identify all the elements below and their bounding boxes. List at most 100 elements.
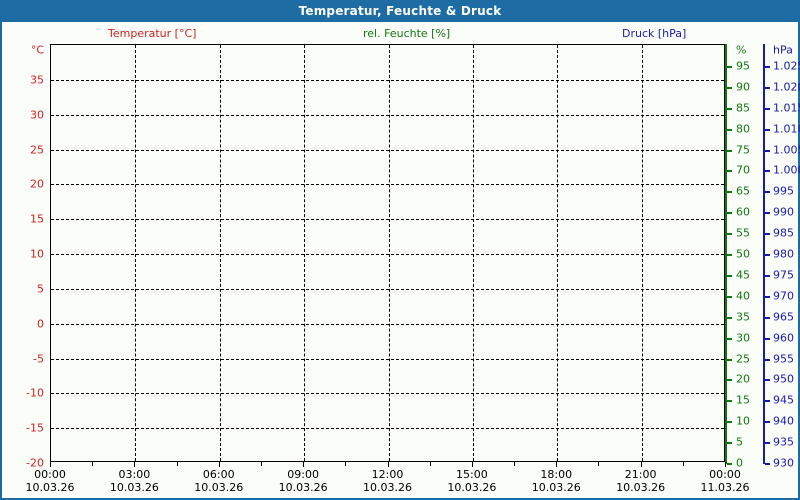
time-axis-tick-label: 18:00 10.03.26 (532, 468, 581, 494)
time-axis: 00:00 10.03.26 03:00 10.03.26 06:00 10.03.26 0… (26, 462, 749, 500)
vertical-gridline (388, 45, 390, 461)
time-axis-tick-label: 09:00 10.03.26 (279, 468, 328, 494)
time-axis-time: 00:00 (709, 468, 741, 481)
time-axis-minor-tick (682, 462, 684, 466)
horizontal-gridline (51, 79, 724, 81)
time-axis-time: 12:00 (371, 468, 404, 481)
time-axis-date: 10.03.26 (278, 481, 328, 494)
humidity-axis-tick (727, 463, 732, 465)
humidity-axis-tick (727, 379, 732, 382)
time-axis-date: 10.03.26 (616, 481, 666, 494)
legend-pressure: Druck [hPa] (622, 27, 687, 40)
humidity-axis-unit: % (736, 43, 747, 57)
time-axis-date: 10.03.26 (194, 481, 244, 494)
horizontal-gridline (51, 254, 724, 255)
humidity-axis-tick-label: 5 (736, 435, 743, 449)
humidity-axis-tick-label: 55 (736, 226, 750, 240)
pressure-axis-tick (765, 421, 770, 424)
humidity-axis-tick-label: 25 (736, 352, 750, 365)
pressure-axis-tick-label: 1.025 (773, 59, 800, 73)
vertical-gridline (472, 45, 474, 461)
temperature-axis-tick-label: 0 (37, 317, 44, 331)
temperature-axis-tick-label: 35 (30, 73, 44, 87)
pressure-axis-tick (765, 379, 770, 382)
temperature-axis-tick-label: 20 (30, 177, 44, 191)
pressure-axis-tick-label: 935 (773, 435, 794, 449)
time-axis-time: 21:00 (624, 468, 657, 481)
pressure-axis-tick-label: 965 (773, 310, 794, 324)
humidity-axis-tick-label: 65 (736, 184, 750, 198)
time-axis-tick-label: 00:00 11.03.26 (701, 468, 750, 494)
horizontal-gridline (51, 323, 724, 325)
humidity-axis-tick-label: 30 (736, 331, 750, 345)
humidity-axis-tick (727, 233, 732, 236)
humidity-axis-tick-label: 60 (736, 205, 750, 219)
pressure-axis-unit: hPa (773, 43, 793, 57)
window-title-bar: Temperatur, Feuchte & Druck (0, 0, 800, 22)
humidity-axis-tick-label: 45 (736, 268, 750, 282)
time-axis-time: 00:00 (34, 468, 66, 481)
humidity-axis-tick-label: 75 (736, 143, 750, 156)
humidity-axis-tick (727, 316, 732, 319)
horizontal-gridline (51, 219, 724, 221)
humidity-axis-tick (727, 421, 732, 424)
pressure-axis-tick-label: 945 (773, 393, 794, 407)
pressure-axis-tick-label: 930 (773, 456, 794, 470)
temperature-axis: °C 35 30 25 20 15 10 5 0 -5 -10 -15 -20 (2, 44, 50, 470)
pressure-axis-tick-label: 975 (773, 268, 794, 282)
humidity-axis-tick (727, 107, 732, 110)
pressure-axis-tick (765, 358, 770, 361)
pressure-axis: hPa 1.025 1.020 1.015 1.010 1.005 1.000 995 990 9… (763, 43, 800, 470)
pressure-axis-tick-label: 995 (773, 184, 794, 198)
time-axis-tick-label: 15:00 10.03.26 (447, 468, 496, 494)
time-axis-tick (387, 462, 389, 467)
humidity-axis-tick-label: 90 (736, 80, 750, 94)
time-axis-tick (50, 462, 51, 467)
time-axis-date: 11.03.26 (700, 481, 750, 494)
pressure-axis-tick-label: 940 (773, 414, 794, 428)
pressure-axis-tick-label: 950 (773, 372, 794, 386)
humidity-axis-tick (727, 170, 732, 173)
humidity-axis-tick (727, 442, 732, 445)
time-axis-tick-label: 03:00 10.03.26 (110, 468, 159, 494)
legend-humidity: rel. Feuchte [%] (363, 27, 451, 40)
time-axis-tick-label: 21:00 10.03.26 (616, 468, 665, 494)
vertical-gridline (219, 45, 221, 461)
temperature-axis-tick-label: 30 (30, 108, 44, 122)
temperature-axis-tick-label: -5 (33, 352, 44, 365)
time-axis-time: 06:00 (202, 468, 235, 481)
pressure-axis-tick-label: 1.005 (773, 143, 800, 156)
humidity-axis-tick (727, 128, 732, 131)
temperature-axis-tick-label: 10 (30, 247, 44, 261)
time-axis-date: 10.03.26 (447, 481, 497, 494)
pressure-axis-tick (765, 65, 770, 68)
time-axis-tick (725, 462, 726, 467)
pressure-axis-tick-label: 980 (773, 247, 794, 261)
horizontal-gridline (51, 393, 724, 395)
pressure-axis-tick-label: 1.020 (773, 80, 800, 94)
humidity-axis-tick (727, 65, 732, 68)
pressure-axis-tick (765, 254, 770, 256)
humidity-axis-tick-label: 95 (736, 59, 750, 73)
humidity-axis-tick-label: 40 (736, 289, 750, 303)
pressure-axis-tick (765, 442, 770, 445)
humidity-axis-tick (727, 358, 732, 361)
time-axis-tick (303, 462, 305, 467)
pressure-axis-tick (765, 212, 770, 215)
time-axis-tick (556, 462, 558, 467)
pressure-axis-tick-label: 1.015 (773, 101, 800, 115)
humidity-axis: % 95 90 85 80 75 70 65 60 55 50 45 40 35 30 25 20 15 10 5 0 (725, 43, 757, 470)
pressure-axis-tick-label: 955 (773, 352, 794, 365)
pressure-axis-tick (765, 233, 770, 236)
horizontal-gridline (51, 358, 724, 360)
time-axis-tick-label: 06:00 10.03.26 (194, 468, 243, 494)
vertical-gridline (304, 45, 306, 461)
time-axis-date: 10.03.26 (109, 481, 159, 494)
pressure-axis-tick-label: 1.010 (773, 122, 800, 136)
humidity-axis-tick (727, 295, 732, 298)
temperature-axis-tick-label: -10 (26, 386, 44, 400)
vertical-gridline (135, 45, 137, 461)
humidity-axis-tick (727, 274, 732, 277)
pressure-axis-tick (765, 191, 770, 194)
